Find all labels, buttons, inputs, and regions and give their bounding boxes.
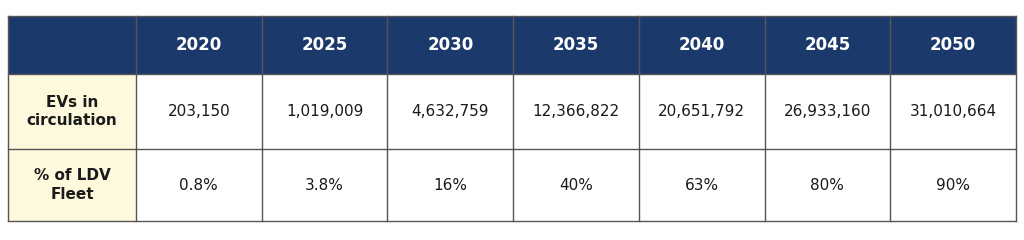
Bar [765,74,890,149]
Text: 2035: 2035 [553,36,599,54]
Text: 203,150: 203,150 [168,104,230,119]
Bar [765,16,890,74]
Text: 20,651,792: 20,651,792 [658,104,745,119]
Bar [8,16,136,74]
Bar [890,16,1016,74]
Bar [639,149,765,221]
Text: 31,010,664: 31,010,664 [909,104,996,119]
Text: 63%: 63% [685,178,719,192]
Bar [765,149,890,221]
Bar [513,74,639,149]
Text: 0.8%: 0.8% [179,178,218,192]
Text: 16%: 16% [433,178,467,192]
Bar [262,149,387,221]
Text: EVs in
circulation: EVs in circulation [27,95,118,128]
Bar [387,16,513,74]
Bar [890,74,1016,149]
Bar [8,74,136,149]
Bar [513,16,639,74]
Bar [639,16,765,74]
Text: 90%: 90% [936,178,970,192]
Bar [262,74,387,149]
Text: % of LDV
Fleet: % of LDV Fleet [34,168,111,202]
Bar [136,74,262,149]
Text: 2030: 2030 [427,36,473,54]
Bar [387,74,513,149]
Text: 2050: 2050 [930,36,976,54]
Bar [8,149,136,221]
Text: 3.8%: 3.8% [305,178,344,192]
Text: 80%: 80% [810,178,845,192]
Text: 26,933,160: 26,933,160 [783,104,871,119]
Text: 40%: 40% [559,178,593,192]
Bar [262,16,387,74]
Bar [136,149,262,221]
Bar [639,74,765,149]
Text: 2040: 2040 [679,36,725,54]
Text: 2020: 2020 [176,36,222,54]
Bar [890,149,1016,221]
Text: 12,366,822: 12,366,822 [532,104,620,119]
Bar [513,149,639,221]
Bar [387,149,513,221]
Text: 2025: 2025 [301,36,348,54]
Text: 2045: 2045 [804,36,851,54]
Text: 1,019,009: 1,019,009 [286,104,364,119]
Text: 4,632,759: 4,632,759 [412,104,489,119]
Bar [136,16,262,74]
